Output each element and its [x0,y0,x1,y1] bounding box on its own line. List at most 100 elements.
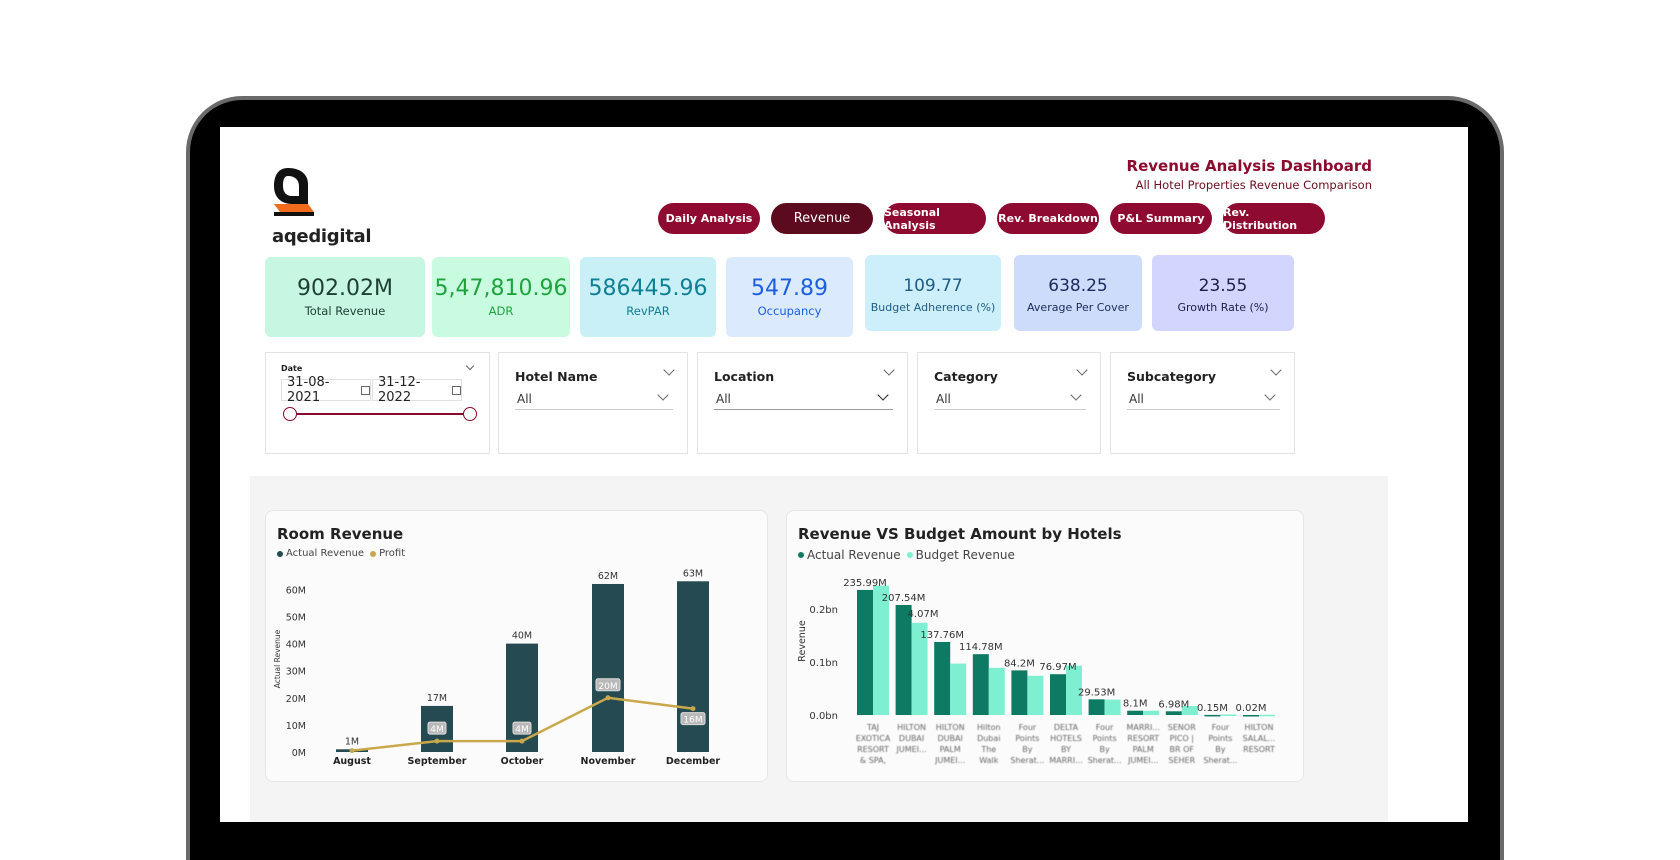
category-select[interactable]: All [934,389,1086,410]
date-slider-start-handle[interactable] [283,407,297,421]
x-tick-label: MARRI... [1049,756,1082,765]
kpi-value: 586445.96 [588,276,708,301]
subcategory-filter: Subcategory All [1110,352,1295,454]
date-slider-track[interactable] [290,413,470,415]
nav-revenue-button[interactable]: Revenue [771,203,873,234]
legend-item-profit[interactable]: Profit [370,548,405,559]
profit-label-bg [595,678,621,692]
chevron-down-icon[interactable] [663,364,675,376]
x-tick-label: RESORT [1127,734,1159,743]
y-tick-label: 30M [286,667,306,678]
bar-actual-revenue [1011,670,1028,715]
calendar-icon[interactable] [360,385,370,395]
x-tick-label: TAJ [866,723,879,732]
y-tick-label: 0.2bn [809,605,838,616]
bar-data-label: 1M [345,736,359,747]
x-tick-label: Dubai [977,734,1000,743]
profit-point [605,695,611,701]
page-title: Revenue Analysis Dashboard [1126,157,1372,175]
nav-pl-summary-button[interactable]: P&L Summary [1110,203,1212,234]
kpi-adr: 5,47,810.96 ADR [432,257,570,337]
chevron-down-icon[interactable] [877,389,889,401]
bar-actual-revenue [895,605,912,715]
x-tick-label: & SPA, [860,756,886,765]
legend-dot-icon [906,552,913,558]
x-tick-label: MARRI... [1126,723,1159,732]
date-end-input[interactable]: 31-12-2022 [372,375,462,405]
legend-item-actual-revenue[interactable]: Actual Revenue [798,548,901,562]
kpi-value: 23.55 [1198,275,1248,296]
calendar-icon[interactable] [451,385,461,395]
kpi-label: ADR [488,304,514,318]
date-slider-end-handle[interactable] [463,407,477,421]
x-tick-label: September [408,756,467,767]
profit-label-bg [512,721,532,735]
chevron-down-icon[interactable] [1070,389,1082,401]
x-tick-label: October [501,756,544,767]
bar-actual-revenue [1127,710,1144,715]
chevron-down-icon[interactable] [465,361,475,371]
nav-rev-distribution-button[interactable]: Rev. Distribution [1223,203,1325,234]
profit-label-bg [680,712,706,726]
nav-daily-analysis-button[interactable]: Daily Analysis [658,203,760,234]
legend-dot-icon [277,550,283,557]
legend-label: Actual Revenue [807,548,901,562]
bar-actual-revenue [1165,711,1182,715]
y-axis-label: Actual Revenue [273,629,282,688]
hotel-name-label: Hotel Name [515,369,598,384]
profit-label-bg [427,721,447,735]
bar-data-label: 114.78M [959,642,1003,653]
bar-data-label: 17M [427,693,447,704]
x-tick-label: Walk [979,756,999,765]
bar-data-label: 76.97M [1039,662,1076,673]
nav-seasonal-analysis-button[interactable]: Seasonal Analysis [884,203,986,234]
kpi-label: Occupancy [757,304,822,318]
bar-actual-revenue [677,581,709,752]
chevron-down-icon[interactable] [1270,364,1282,376]
x-tick-label: EXOTICA [856,734,891,743]
kpi-label: Average Per Cover [1027,300,1129,314]
y-tick-label: 40M [286,640,306,651]
legend-item-actual-revenue[interactable]: Actual Revenue [277,548,364,559]
bar-data-label: 8.1M [1123,699,1148,710]
date-start-input[interactable]: 31-08-2021 [281,375,371,405]
x-tick-label: August [333,756,371,767]
x-tick-label: BR OF [1170,745,1195,754]
location-filter: Location All [697,352,908,454]
subcategory-value: All [1129,392,1144,406]
bar-budget-revenue [1259,714,1275,717]
category-value: All [936,392,951,406]
bar-data-label: 40M [512,631,532,642]
subcategory-select[interactable]: All [1127,389,1280,410]
chevron-down-icon[interactable] [657,389,669,401]
hotel-name-filter: Hotel Name All [498,352,688,454]
x-tick-label: JUMEI... [896,745,927,754]
x-tick-label: The [980,745,996,754]
chevron-down-icon[interactable] [883,364,895,376]
x-tick-label: RESORT [857,745,889,754]
bar-data-label: 6.98M [1158,699,1189,710]
legend-label: Actual Revenue [286,548,365,559]
room-revenue-legend: Actual Revenue Profit [277,548,411,559]
bar-actual-revenue [592,583,624,752]
nav-rev-breakdown-button[interactable]: Rev. Breakdown [997,203,1099,234]
y-tick-label: 20M [286,694,306,705]
y-tick-label: 0.1bn [809,658,838,669]
y-tick-label: 0M [292,748,306,759]
legend-label: Budget Revenue [915,548,1015,562]
chevron-down-icon[interactable] [1264,389,1276,401]
x-tick-label: PICO | [1170,734,1194,743]
bar-data-label: 29.53M [1078,687,1115,698]
bar-data-label: 4.07M [908,609,939,620]
x-tick-label: DUBAI [938,734,963,743]
chevron-down-icon[interactable] [1076,364,1088,376]
x-tick-label: SALAL... [1243,734,1276,743]
legend-item-budget-revenue[interactable]: Budget Revenue [906,548,1015,562]
profit-point [434,738,440,744]
y-tick-label: 60M [286,585,306,596]
bar-budget-revenue [1066,665,1082,715]
bar-budget-revenue [1104,699,1121,715]
hotel-name-select[interactable]: All [515,389,673,410]
location-select[interactable]: All [714,389,893,410]
kpi-revpar: 586445.96 RevPAR [580,257,716,337]
